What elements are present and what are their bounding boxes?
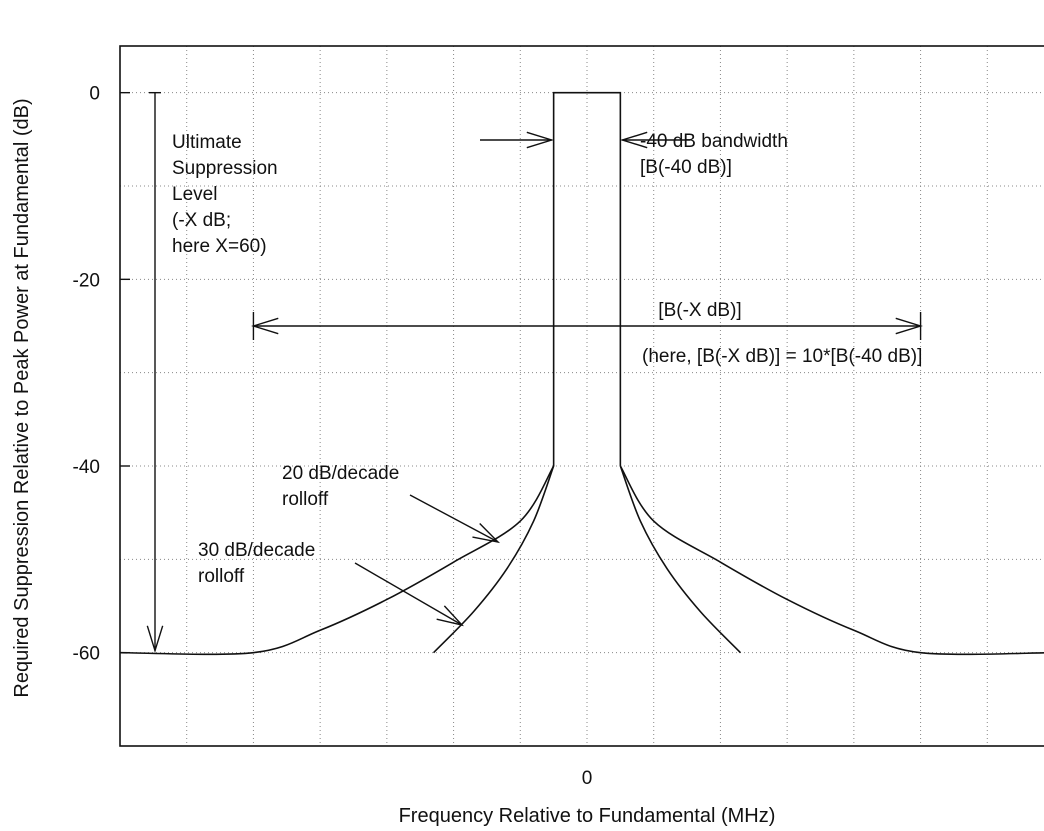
suppression-text-line-0: Ultimate xyxy=(172,132,242,153)
bw40-text-line-1: [B(-40 dB)] xyxy=(640,157,732,178)
y-tick-label-2: -40 xyxy=(73,457,100,478)
rolloff30-text-line-1: rolloff xyxy=(198,566,245,587)
y-axis-label: Required Suppression Relative to Peak Po… xyxy=(11,98,33,697)
rolloff30-arrow-shaft xyxy=(354,562,463,626)
rolloff30-arrow-head xyxy=(436,605,465,627)
bw40-right-arrow-head xyxy=(619,131,648,149)
bwx-note: (here, [B(-X dB)] = 10*[B(-40 dB)] xyxy=(642,346,922,367)
series-line-3 xyxy=(432,465,555,654)
suppression-arrow-head xyxy=(146,625,164,654)
x-tick-label-0: 0 xyxy=(582,768,593,789)
bw40-left-arrow-head xyxy=(526,131,555,149)
series-line-0 xyxy=(552,91,622,466)
bw40-text-line-0: -40 dB bandwidth xyxy=(640,131,788,152)
rolloff20-text-line-1: rolloff xyxy=(282,489,329,510)
suppression-text-line-4: here X=60) xyxy=(172,236,267,257)
y-tick-label-1: -20 xyxy=(73,270,100,291)
series-line-1 xyxy=(119,465,555,656)
tick-layer: 0 -20 -40 -60 0 xyxy=(73,84,593,789)
grid-layer xyxy=(120,46,1044,746)
plot-frame xyxy=(119,45,1044,747)
rolloff20-text-line-0: 20 dB/decade xyxy=(282,463,399,484)
series-layer xyxy=(119,91,1044,656)
suppression-text-line-1: Suppression xyxy=(172,158,278,179)
rolloff20-arrow-head xyxy=(472,523,501,544)
series-line-4 xyxy=(619,465,742,654)
bwx-left-head xyxy=(251,317,279,335)
rolloff30-text-line-0: 30 dB/decade xyxy=(198,540,315,561)
series-line-2 xyxy=(619,465,1044,656)
annotation-layer: Ultimate Suppression Level (-X dB; here X=60… xyxy=(146,91,923,654)
rolloff20-arrow-shaft xyxy=(409,494,499,543)
bwx-label: [B(-X dB)] xyxy=(658,300,741,321)
bwx-right-head xyxy=(895,317,923,335)
suppression-text-line-3: (-X dB; xyxy=(172,210,231,231)
y-tick-label-0: 0 xyxy=(89,84,100,105)
y-tick-label-3: -60 xyxy=(73,644,100,665)
suppression-text-line-2: Level xyxy=(172,184,217,205)
x-axis-label: Frequency Relative to Fundamental (MHz) xyxy=(399,805,776,827)
